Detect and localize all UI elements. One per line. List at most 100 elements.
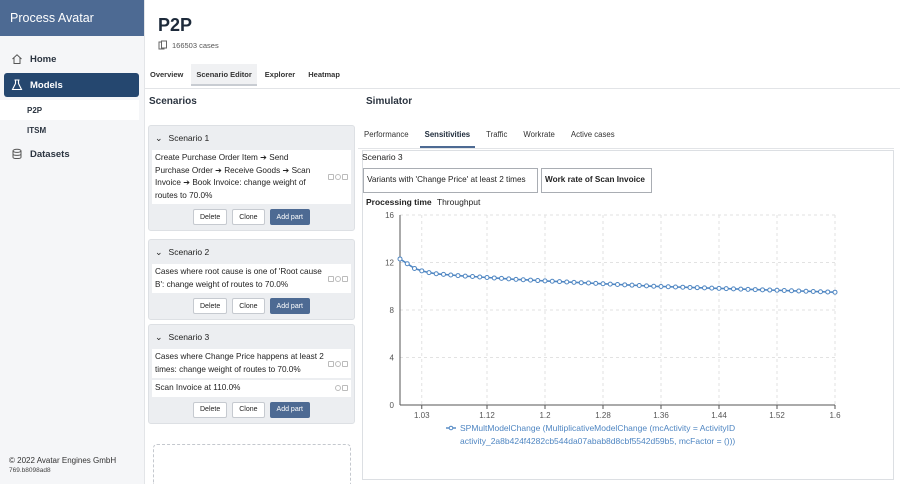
tab-explorer[interactable]: Explorer [264,70,296,79]
data-point[interactable] [426,270,432,276]
data-point[interactable] [499,275,504,281]
data-point[interactable] [513,276,519,282]
trash-icon[interactable] [342,385,348,392]
data-point[interactable] [491,275,497,281]
data-point[interactable] [767,287,773,293]
data-point[interactable] [600,281,606,287]
new-scenario-dropzone[interactable] [153,444,351,484]
clone-button[interactable]: Clone [232,298,265,314]
sidebar-subitem-itsm[interactable]: ITSM [27,126,47,135]
legend-label[interactable]: activity_2a8b424f4282cb544da07abab8d8cbf… [460,436,735,446]
data-point[interactable] [680,284,686,290]
data-point[interactable] [738,286,744,292]
data-point[interactable] [629,282,635,288]
eye-icon[interactable] [335,360,341,367]
data-point[interactable] [571,279,577,285]
data-point[interactable] [607,281,613,287]
delete-button[interactable]: Delete [193,401,228,418]
scenario-part[interactable]: Create Purchase Order Item ➔ Send Purcha… [152,150,351,204]
data-point[interactable] [673,284,678,290]
data-point[interactable] [687,284,693,290]
tab-performance[interactable]: Performance [364,130,409,139]
data-point[interactable] [455,273,461,279]
data-point[interactable] [752,287,758,293]
data-point[interactable] [818,289,823,295]
add-part-button[interactable]: Add part [269,401,310,418]
trash-icon[interactable] [342,275,348,282]
data-point[interactable] [535,278,541,284]
tab-workrate[interactable]: Workrate [523,130,555,139]
data-point[interactable] [622,282,628,288]
data-point[interactable] [448,272,454,278]
data-point[interactable] [593,280,599,286]
data-point[interactable] [412,265,417,271]
data-point[interactable] [477,274,483,280]
tab-overview[interactable]: Overview [150,70,184,79]
scenario-header[interactable]: ⌄ Scenario 1 [149,126,354,150]
delete-button[interactable]: Delete [193,209,228,225]
data-point[interactable] [636,283,642,289]
add-part-button[interactable]: Add part [269,298,310,314]
clone-button[interactable]: Clone [232,401,265,418]
data-point[interactable] [731,286,736,292]
data-point[interactable] [651,283,657,289]
data-point[interactable] [484,274,490,280]
trash-icon[interactable] [342,360,348,367]
data-point[interactable] [470,274,475,280]
scenario-part[interactable]: Cases where root cause is one of 'Root c… [152,264,351,293]
data-point[interactable] [810,288,816,294]
scenario-header[interactable]: ⌄ Scenario 3 [149,325,354,349]
data-point[interactable] [462,273,468,279]
add-part-button[interactable]: Add part [269,209,310,225]
scenario-header[interactable]: ⌄ Scenario 2 [149,240,354,264]
data-point[interactable] [825,289,831,295]
data-point[interactable] [520,277,526,283]
data-point[interactable] [694,285,700,291]
data-point[interactable] [557,279,562,285]
object-selector-variants[interactable]: Variants with 'Change Price' at least 2 … [363,168,538,193]
tab-active-cases[interactable]: Active cases [570,130,615,139]
scenario-part[interactable]: Scan Invoice at 110.0% [152,380,351,397]
sidebar-subitem-p2p[interactable]: P2P [0,100,139,120]
eye-icon[interactable] [335,385,341,392]
data-point[interactable] [658,283,664,289]
tab-traffic[interactable]: Traffic [486,130,508,139]
trash-icon[interactable] [342,174,348,180]
data-point[interactable] [716,285,722,291]
data-point[interactable] [665,284,671,290]
data-point[interactable] [803,288,809,294]
app-title[interactable]: Process Avatar [0,0,144,36]
data-point[interactable] [702,285,707,291]
data-point[interactable] [441,271,446,277]
data-point[interactable] [796,288,802,294]
edit-icon[interactable] [328,360,334,367]
data-point[interactable] [419,268,425,274]
clone-button[interactable]: Clone [232,209,265,225]
eye-icon[interactable] [335,275,341,282]
data-point[interactable] [760,287,765,293]
tab-scenario-editor[interactable]: Scenario Editor [191,64,257,86]
edit-icon[interactable] [328,174,334,180]
data-point[interactable] [506,276,512,282]
metric-tab-processing-time[interactable]: Processing time [366,197,432,207]
delete-button[interactable]: Delete [193,298,228,314]
data-point[interactable] [549,278,555,284]
metric-tab-throughput[interactable]: Throughput [436,197,481,207]
object-selector-workrate[interactable]: Work rate of Scan Invoice [541,168,652,193]
data-point[interactable] [564,279,570,285]
data-point[interactable] [644,283,649,289]
data-point[interactable] [404,261,410,267]
tab-sensitivities[interactable]: Sensitivities [419,124,476,148]
data-point[interactable] [542,278,548,284]
legend-label[interactable]: SPMultModelChange (MultiplicativeModelCh… [460,423,735,433]
eye-icon[interactable] [335,174,341,180]
data-point[interactable] [586,280,591,286]
data-point[interactable] [781,288,787,294]
data-point[interactable] [745,286,751,292]
data-point[interactable] [774,287,780,293]
tab-heatmap[interactable]: Heatmap [308,70,340,79]
data-point[interactable] [578,280,584,286]
data-point[interactable] [723,286,729,292]
data-point[interactable] [832,289,838,295]
edit-icon[interactable] [328,275,334,282]
